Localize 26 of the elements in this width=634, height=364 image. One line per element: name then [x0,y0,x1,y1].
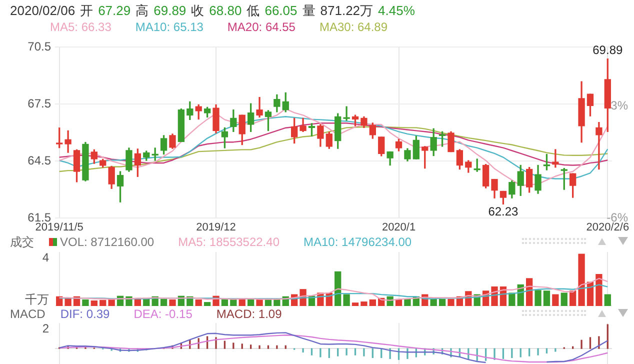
x-tick-label: 2020/2/6 [586,222,630,234]
y2-tick-label: 3% [610,98,628,113]
chart-title: 2020/02/06 开 67.29 高 69.89 收 68.80 低 66.05 量 871.22万 4.45% [10,3,415,18]
text: MA5: 66.33 [50,20,112,34]
text: MA5: 18553522.40 [178,235,280,249]
text: MA20: 64.55 [227,20,296,34]
y-tick-label: 67.5 [28,96,52,110]
legend-label: VOL: 8712160.00 [60,235,154,249]
text: 2 [42,321,50,336]
series-label: MACD: 1.09 [216,306,282,320]
x-tick-label: 2019/11/5 [35,222,84,234]
series-label: DEA: -0.15 [134,306,192,320]
text: 4 [42,250,50,264]
text: DIF: 0.39 [60,306,110,320]
y-tick-label: 70.5 [28,40,52,54]
text: MA10: 65.13 [135,20,204,34]
text: 千万 [25,292,49,306]
x-tick-label: 2020/1 [382,222,416,234]
text: MA30: 64.89 [319,20,388,34]
chart-title: MACD [10,306,46,320]
annotation: 62.23 [488,204,519,218]
x-tick-label: 2019/12 [196,222,236,234]
annotation: 69.89 [592,43,623,58]
y-tick-label: 64.5 [28,153,52,168]
text: MA10: 14796234.00 [304,235,412,249]
chart-title: 成交 [10,234,34,248]
